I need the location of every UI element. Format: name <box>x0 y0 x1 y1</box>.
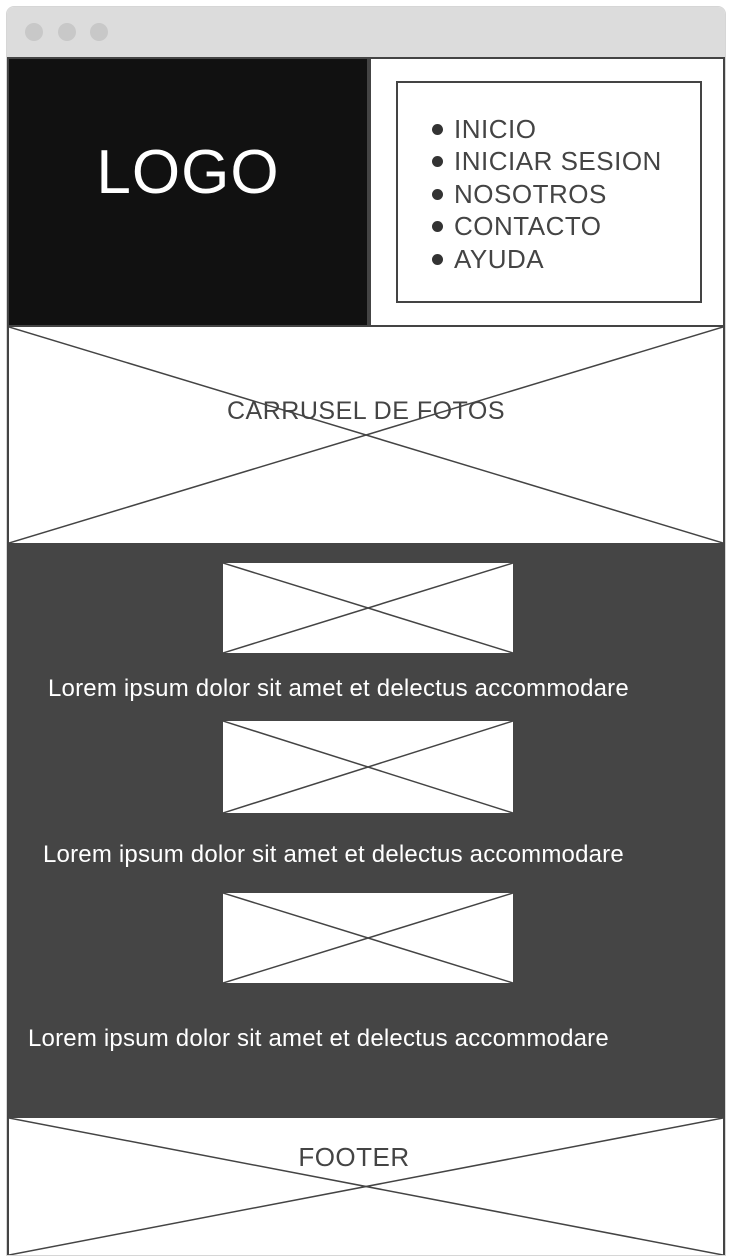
carousel-placeholder-icon <box>9 327 723 543</box>
nav-item-label: INICIAR SESION <box>454 146 662 177</box>
bullet-icon <box>432 188 443 200</box>
content-text-2: Lorem ipsum dolor sit amet et delectus a… <box>43 841 624 868</box>
content-text-3: Lorem ipsum dolor sit amet et delectus a… <box>28 1025 609 1052</box>
logo[interactable]: LOGO <box>9 59 367 325</box>
nav-item-iniciar-sesion[interactable]: INICIAR SESION <box>432 146 662 179</box>
nav-menu: INICIO INICIAR SESION NOSOTROS CONTACTO … <box>396 81 702 303</box>
nav-item-label: CONTACTO <box>454 211 602 242</box>
header-divider <box>367 59 371 325</box>
window-titlebar <box>7 7 725 57</box>
nav-item-ayuda[interactable]: AYUDA <box>432 243 662 276</box>
image-placeholder-icon <box>223 893 513 983</box>
content-image-2 <box>223 721 513 813</box>
bullet-icon <box>432 221 443 233</box>
content-text-1: Lorem ipsum dolor sit amet et delectus a… <box>48 675 629 702</box>
image-placeholder-icon <box>223 721 513 813</box>
browser-window: LOGO INICIO INICIAR SESION NOSOTROS <box>6 6 726 1256</box>
footer-label: FOOTER <box>298 1142 410 1172</box>
logo-text: LOGO <box>96 137 280 207</box>
content-image-1 <box>223 563 513 653</box>
nav-list: INICIO INICIAR SESION NOSOTROS CONTACTO … <box>432 113 662 276</box>
bullet-icon <box>432 156 443 168</box>
footer-placeholder-icon <box>9 1118 723 1255</box>
content-section: Lorem ipsum dolor sit amet et delectus a… <box>9 543 723 1118</box>
image-placeholder-icon <box>223 563 513 653</box>
nav-item-contacto[interactable]: CONTACTO <box>432 211 662 244</box>
nav-item-inicio[interactable]: INICIO <box>432 113 662 146</box>
maximize-window-button[interactable] <box>90 23 108 41</box>
content-image-3 <box>223 893 513 983</box>
wireframe-page: LOGO INICIO INICIAR SESION NOSOTROS <box>7 57 725 1255</box>
nav-item-label: AYUDA <box>454 243 545 274</box>
nav-item-nosotros[interactable]: NOSOTROS <box>432 178 662 211</box>
photo-carousel[interactable]: CARRUSEL DE FOTOS <box>9 325 723 543</box>
bullet-icon <box>432 253 443 265</box>
bullet-icon <box>432 123 443 135</box>
nav-item-label: INICIO <box>454 113 537 144</box>
minimize-window-button[interactable] <box>58 23 76 41</box>
nav-item-label: NOSOTROS <box>454 178 607 209</box>
close-window-button[interactable] <box>25 23 43 41</box>
footer: FOOTER <box>9 1118 723 1255</box>
carousel-label: CARRUSEL DE FOTOS <box>227 397 505 425</box>
